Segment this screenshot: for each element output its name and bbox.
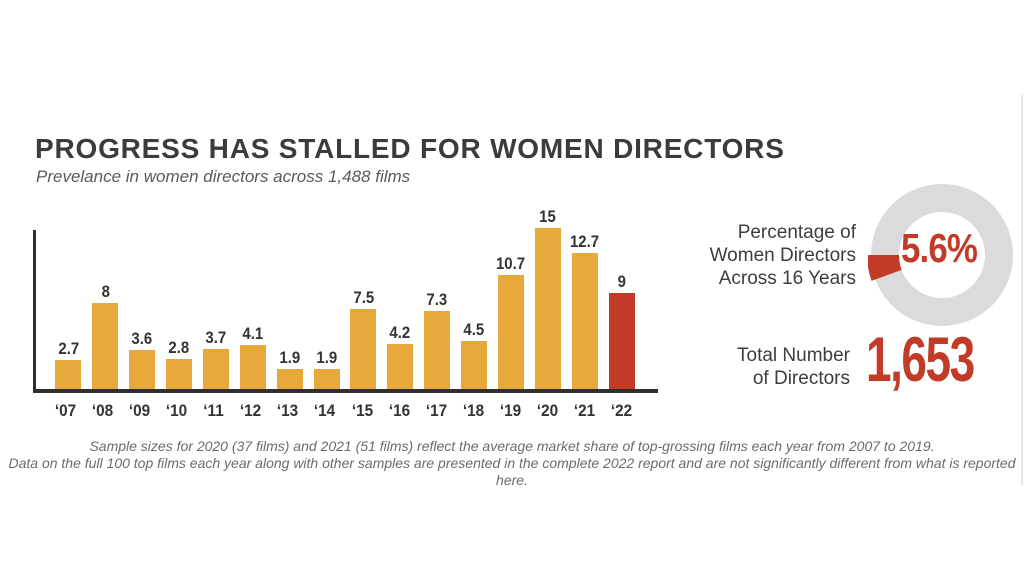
bar-value-label: 1.9 — [279, 348, 301, 367]
bar-value-label: 4.5 — [463, 320, 485, 339]
bar-value-label: 15 — [539, 207, 557, 226]
bar-slot: 12.7 — [566, 233, 603, 389]
bar-08 — [92, 303, 119, 389]
bar-value-label: 2.8 — [168, 338, 190, 357]
bar-19 — [497, 275, 524, 389]
bar-15 — [350, 309, 377, 389]
bar-value-label: 2.7 — [58, 339, 79, 358]
bar-slot: 4.5 — [456, 321, 493, 389]
x-tick-label: ‘13 — [277, 401, 299, 420]
x-tick-label: ‘14 — [314, 401, 336, 420]
donut-value: 5.6% — [901, 225, 978, 271]
bar-value-label: 3.7 — [205, 328, 227, 347]
x-tick-label: ‘07 — [54, 401, 77, 420]
bar-slot: 9 — [603, 273, 640, 389]
donut-wedge — [868, 255, 902, 281]
bar-value-label: 4.2 — [389, 323, 411, 342]
bar-21 — [571, 253, 598, 389]
donut-label-line: Across 16 Years — [718, 268, 856, 289]
bar-plot: 2.7 8 3.6 2.8 3.7 4.1 1.9 1.9 7.5 4.2 7.3 4.5 10.7 15… — [33, 208, 658, 393]
bar-slot: 4.1 — [234, 325, 271, 389]
bar-16 — [387, 344, 414, 389]
donut-label-line: Percentage of — [737, 222, 856, 243]
bar-slot: 7.5 — [345, 289, 382, 389]
x-tick-label: ‘08 — [91, 401, 114, 420]
x-tick-label: ‘19 — [499, 401, 521, 420]
page-title: PROGRESS HAS STALLED FOR WOMEN DIRECTORS — [35, 133, 785, 164]
bar-value-label: 8 — [101, 282, 110, 301]
bar-11 — [202, 349, 229, 389]
bar-12 — [239, 345, 266, 389]
bar-value-label: 1.9 — [316, 348, 337, 367]
total-label: Total Number of Directors — [737, 344, 850, 390]
bar-13 — [276, 369, 303, 389]
bar-17 — [424, 311, 451, 389]
bar-slot: 7.3 — [419, 291, 456, 389]
bar-slot: 10.7 — [493, 255, 530, 389]
x-tick-label: ‘20 — [536, 401, 558, 420]
x-tick-label: ‘12 — [240, 401, 262, 420]
x-tick-label: ‘22 — [610, 401, 633, 420]
bar-09 — [129, 350, 156, 389]
bar-slot: 2.8 — [161, 339, 198, 389]
bar-value-label: 10.7 — [496, 254, 526, 273]
bar-slot: 15 — [529, 208, 566, 389]
x-tick-label: ‘16 — [388, 401, 410, 420]
x-tick-label: ‘15 — [351, 401, 373, 420]
bar-slot: 4.2 — [382, 324, 419, 389]
page-subtitle: Prevelance in women directors across 1,4… — [36, 167, 411, 186]
bar-value-label: 7.5 — [353, 288, 374, 307]
bar-20 — [534, 228, 561, 389]
bar-value-label: 12.7 — [570, 232, 600, 251]
bar-value-label: 9 — [617, 272, 626, 291]
x-tick-label: ‘17 — [425, 401, 447, 420]
bar-slot: 8 — [87, 283, 124, 389]
bar-14 — [313, 369, 340, 389]
bar-slot: 3.6 — [124, 330, 161, 389]
donut-label-line: Women Directors — [709, 245, 856, 266]
footnote-line-2: Data on the full 100 top films each year… — [8, 455, 1016, 488]
bar-slot: 1.9 — [308, 349, 345, 389]
footnote: Sample sizes for 2020 (37 films) and 202… — [0, 438, 1024, 489]
total-label-line: of Directors — [752, 368, 850, 389]
total-value: 1,653 — [866, 325, 975, 395]
bar-18 — [461, 341, 488, 389]
x-tick-label: ‘21 — [573, 401, 596, 420]
bar-slot: 3.7 — [198, 329, 235, 389]
bar-value-label: 7.3 — [426, 290, 448, 309]
x-tick-label: ‘09 — [129, 401, 151, 420]
bar-value-label: 4.1 — [242, 324, 264, 343]
total-label-line: Total Number — [737, 345, 850, 366]
footnote-line-1: Sample sizes for 2020 (37 films) and 202… — [89, 438, 935, 454]
x-tick-label: ‘18 — [462, 401, 484, 420]
x-tick-label: ‘11 — [203, 401, 224, 420]
bar-slot: 2.7 — [50, 340, 87, 389]
bar-slot: 1.9 — [271, 349, 308, 389]
donut-label: Percentage of Women Directors Across 16 … — [710, 221, 856, 290]
bar-10 — [166, 359, 193, 389]
bar-value-label: 3.6 — [131, 329, 153, 348]
x-axis-labels: ‘07 ‘08 ‘09 ‘10 ‘11 ‘12 ‘13 ‘14 ‘15 ‘16 ‘17 ‘18 ‘19 ‘… — [33, 401, 658, 421]
right-edge-line — [1021, 95, 1023, 485]
bar-chart: 2.7 8 3.6 2.8 3.7 4.1 1.9 1.9 7.5 4.2 7.3 4.5 10.7 15… — [33, 208, 658, 421]
bar-22 — [608, 293, 635, 389]
bar-07 — [55, 360, 82, 389]
x-tick-label: ‘10 — [166, 401, 188, 420]
donut-chart — [868, 184, 1013, 326]
